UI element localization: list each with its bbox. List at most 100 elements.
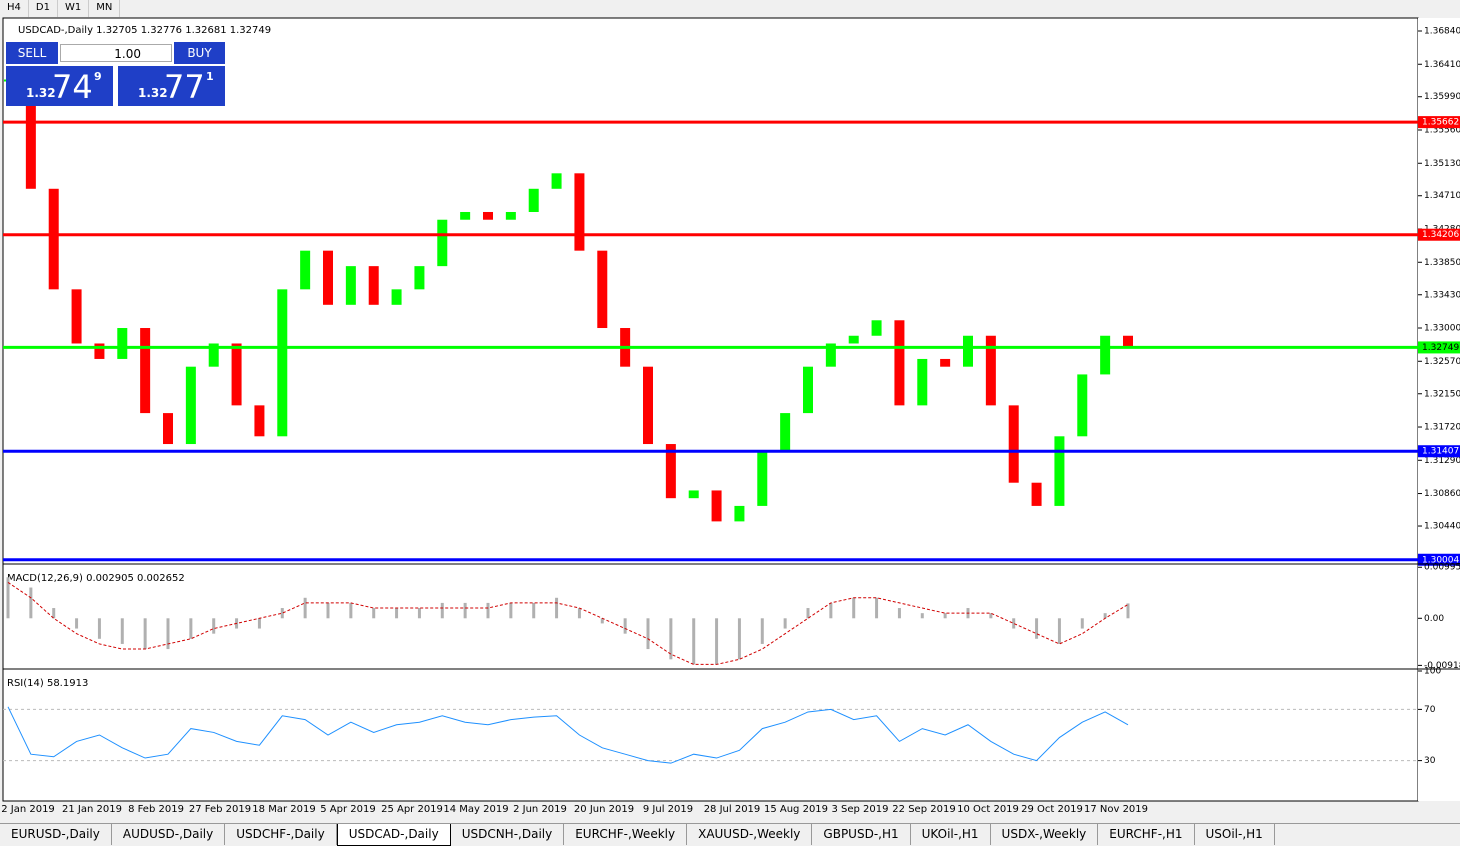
timeframe-button[interactable]: MN	[89, 0, 121, 17]
macd-bar	[760, 618, 764, 644]
price-label-box	[1418, 116, 1460, 129]
y-tick-label: 1.33000	[1424, 324, 1460, 334]
x-tick-label: 29 Oct 2019	[1021, 804, 1083, 815]
chart-tab[interactable]: USDX-,Weekly	[991, 824, 1099, 845]
chart-tab[interactable]: USDCAD-,Daily	[336, 824, 451, 846]
x-tick-label: 2 Jan 2019	[1, 804, 55, 815]
macd-bar	[303, 597, 307, 619]
candle	[505, 211, 516, 220]
macd-bar	[600, 618, 604, 624]
chart-tab[interactable]: EURUSD-,Daily	[0, 824, 112, 845]
candle	[300, 250, 311, 290]
price-label: 1.30004	[1422, 555, 1459, 565]
macd-bar	[715, 618, 719, 665]
macd-bar	[737, 618, 741, 660]
macd-bar	[97, 618, 101, 639]
macd-bar	[669, 618, 673, 660]
candle	[48, 188, 59, 290]
buy-button[interactable]: BUY	[174, 42, 225, 64]
y-tick-label: 1.33430	[1424, 290, 1460, 300]
trade-panel: SELL 1.00 BUY 1.32 74 9 1.32 77 1	[6, 42, 225, 106]
price-label: 1.34206	[1422, 230, 1459, 240]
price-label-box	[1418, 553, 1460, 566]
x-tick-label: 22 Sep 2019	[892, 804, 955, 815]
macd-bar	[52, 608, 56, 619]
candle	[848, 335, 859, 344]
buy-price[interactable]: 1.32 77 1	[118, 66, 225, 106]
y-tick-label: 1.36410	[1424, 60, 1460, 70]
macd-bar	[783, 618, 787, 629]
price-label-box	[1418, 445, 1460, 458]
macd-bar	[486, 602, 490, 619]
x-tick-label: 18 Mar 2019	[252, 804, 315, 815]
macd-bar	[6, 577, 10, 619]
macd-bar	[280, 608, 284, 619]
candle	[25, 80, 36, 189]
candle	[643, 366, 653, 445]
macd-bar	[120, 618, 124, 644]
x-tick-label: 10 Oct 2019	[957, 804, 1019, 815]
candle	[391, 289, 402, 305]
candle	[1077, 374, 1088, 437]
macd-bar	[75, 618, 79, 629]
macd-bar	[920, 613, 924, 619]
y-tick-label: 1.31290	[1424, 456, 1460, 466]
macd-bar	[189, 618, 193, 639]
candle	[551, 173, 562, 189]
x-tick-label: 15 Aug 2019	[764, 804, 828, 815]
candle	[757, 451, 768, 506]
candle	[483, 211, 493, 220]
macd-bar	[1012, 618, 1016, 629]
macd-bar	[875, 597, 879, 619]
candle	[1008, 405, 1019, 483]
chart-tab[interactable]: AUDUSD-,Daily	[112, 824, 226, 845]
macd-bar	[692, 618, 696, 665]
indicator-title: USDCAD-,Daily 1.32705 1.32776 1.32681 1.…	[18, 25, 271, 36]
timeframe-button[interactable]: W1	[58, 0, 90, 17]
x-tick-label: 8 Feb 2019	[128, 804, 184, 815]
chart-tab[interactable]: USDCNH-,Daily	[451, 824, 565, 845]
candle	[254, 405, 265, 437]
price-small: 9	[94, 70, 102, 83]
candle	[185, 366, 196, 445]
macd-bar	[852, 597, 856, 619]
candle	[71, 289, 82, 344]
y-tick-label: 0.009957	[1424, 563, 1460, 573]
candle	[208, 343, 219, 367]
macd-bar	[646, 618, 650, 650]
y-tick-label: 1.32150	[1424, 389, 1460, 399]
macd-bar	[623, 618, 627, 634]
y-tick-label: 1.36840	[1424, 26, 1460, 36]
candle	[894, 320, 905, 406]
candle	[231, 343, 242, 406]
chart-tab[interactable]: USOil-,H1	[1195, 824, 1275, 845]
chart-tab[interactable]: USDCHF-,Daily	[225, 824, 337, 845]
chart-tab[interactable]: UKOil-,H1	[911, 824, 991, 845]
price-label-box	[1418, 341, 1460, 354]
indicator-title: MACD(12,26,9) 0.002905 0.002652	[7, 573, 185, 584]
chart-tab[interactable]: GBPUSD-,H1	[812, 824, 911, 845]
x-tick-label: 25 Apr 2019	[381, 804, 443, 815]
x-tick-label: 28 Jul 2019	[704, 804, 761, 815]
macd-bar	[29, 587, 33, 619]
chart-tab[interactable]: EURCHF-,H1	[1098, 824, 1195, 845]
macd-bar	[943, 613, 947, 619]
candle	[780, 413, 791, 452]
candle	[460, 211, 471, 220]
candle	[368, 266, 379, 305]
price-main: 77	[164, 68, 205, 106]
sell-button[interactable]: SELL	[6, 42, 58, 64]
chart-tab[interactable]: XAUUSD-,Weekly	[687, 824, 813, 845]
timeframe-button[interactable]: D1	[29, 0, 58, 17]
chart-tab[interactable]: EURCHF-,Weekly	[564, 824, 688, 845]
lot-input[interactable]: 1.00	[60, 44, 172, 62]
x-tick-label: 3 Sep 2019	[831, 804, 888, 815]
macd-bar	[212, 618, 216, 634]
timeframe-button[interactable]: H4	[0, 0, 29, 17]
macd-bar	[806, 608, 810, 619]
sell-price[interactable]: 1.32 74 9	[6, 66, 113, 106]
macd-bar	[1126, 603, 1130, 619]
y-tick-label: 1.33850	[1424, 258, 1460, 268]
y-tick-label: 1.30440	[1424, 522, 1460, 532]
